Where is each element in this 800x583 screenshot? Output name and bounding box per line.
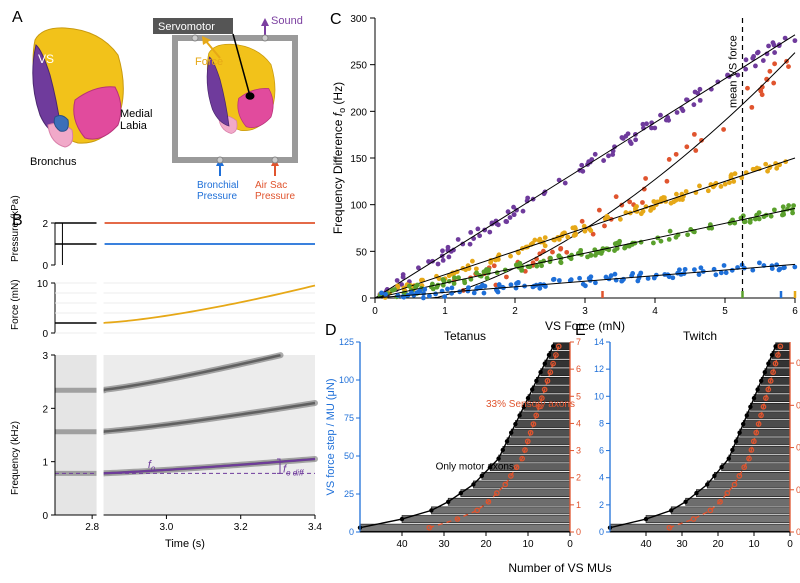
- svg-text:0: 0: [361, 294, 367, 305]
- svg-text:3: 3: [42, 351, 48, 362]
- medial-labia-label: MedialLabia: [120, 108, 152, 132]
- panel-c-label: C: [330, 11, 342, 28]
- svg-text:150: 150: [350, 154, 367, 165]
- svg-text:10: 10: [748, 539, 760, 550]
- svg-text:40: 40: [640, 539, 652, 550]
- svg-text:Force (mN): Force (mN): [10, 279, 21, 330]
- svg-text:2: 2: [42, 404, 48, 415]
- svg-text:6: 6: [576, 364, 581, 374]
- svg-text:2: 2: [512, 306, 518, 317]
- sound-label: Sound: [271, 15, 303, 27]
- airsac-label: Air SacPressure: [255, 180, 295, 202]
- panel-a: A VS MedialLabia Bronchus: [12, 9, 303, 202]
- force-label: Force: [195, 56, 223, 68]
- svg-text:0: 0: [576, 527, 581, 537]
- svg-text:14: 14: [594, 337, 604, 347]
- svg-text:0: 0: [42, 261, 48, 272]
- svg-text:20: 20: [480, 539, 492, 550]
- svg-text:300: 300: [350, 14, 367, 25]
- svg-text:33% Sensory axons: 33% Sensory axons: [486, 399, 575, 410]
- panel-d: D Tetanus4030201000255075100125012345673…: [325, 322, 581, 550]
- bronchus-label: Bronchus: [30, 156, 77, 168]
- svg-text:0.8: 0.8: [796, 358, 800, 368]
- svg-text:40: 40: [396, 539, 408, 550]
- svg-text:Tetanus: Tetanus: [444, 329, 486, 343]
- svg-text:25: 25: [344, 489, 354, 499]
- svg-text:30: 30: [438, 539, 450, 550]
- svg-text:0: 0: [42, 511, 48, 522]
- vs-label: VS: [38, 52, 54, 66]
- svg-text:75: 75: [344, 413, 354, 423]
- svg-text:mean VS force: mean VS force: [728, 35, 740, 108]
- svg-text:Frequency (kHz): Frequency (kHz): [10, 421, 21, 495]
- svg-text:0: 0: [349, 527, 354, 537]
- svg-text:20: 20: [712, 539, 724, 550]
- svg-text:2: 2: [599, 500, 604, 510]
- svg-text:50: 50: [356, 247, 368, 258]
- svg-text:6: 6: [599, 446, 604, 456]
- svg-text:0: 0: [42, 329, 48, 340]
- svg-text:Pressure (kPa): Pressure (kPa): [10, 195, 21, 262]
- svg-text:0: 0: [599, 527, 604, 537]
- svg-text:0.6: 0.6: [796, 400, 800, 410]
- svg-text:0: 0: [372, 306, 378, 317]
- bronchial-arrow: BronchialPressure: [197, 158, 239, 202]
- anatomy-left: VS MedialLabia Bronchus: [30, 28, 152, 168]
- bronchial-label: BronchialPressure: [197, 180, 239, 202]
- svg-text:0.2: 0.2: [796, 485, 800, 495]
- svg-text:2: 2: [576, 473, 581, 483]
- svg-text:1: 1: [42, 458, 48, 469]
- svg-text:2.8: 2.8: [85, 522, 99, 533]
- svg-text:12: 12: [594, 364, 604, 374]
- sound-arrow: Sound: [261, 15, 303, 38]
- svg-text:3: 3: [582, 306, 588, 317]
- svg-text:0: 0: [796, 527, 800, 537]
- svg-text:0: 0: [567, 539, 573, 550]
- svg-text:4: 4: [652, 306, 658, 317]
- svg-text:200: 200: [350, 107, 367, 118]
- svg-text:Time (s): Time (s): [165, 538, 205, 550]
- svg-text:5: 5: [722, 306, 728, 317]
- svg-text:100: 100: [350, 201, 367, 212]
- svg-text:Twitch: Twitch: [683, 329, 717, 343]
- svg-text:VS force step / MU (μN): VS force step / MU (μN): [325, 379, 337, 496]
- panel-e-label: E: [575, 322, 586, 339]
- svg-text:Number of VS MUs: Number of VS MUs: [508, 561, 611, 575]
- svg-text:3.0: 3.0: [159, 522, 173, 533]
- servomotor-label: Servomotor: [158, 21, 215, 33]
- svg-text:2: 2: [42, 219, 48, 230]
- svg-text:100: 100: [339, 375, 354, 385]
- svg-text:250: 250: [350, 61, 367, 72]
- svg-text:1: 1: [576, 500, 581, 510]
- svg-text:3.2: 3.2: [234, 522, 248, 533]
- panel-c: C 0 50 100 150 200 250 300 0 1 2 3 4 5 6 mean VS force…: [330, 11, 798, 333]
- svg-text:0: 0: [787, 539, 793, 550]
- svg-text:6: 6: [792, 306, 798, 317]
- panel-e: E Twitch4030201000246810121400.20.40.60.…: [575, 322, 800, 550]
- panel-b: B 02Pressure (kPa)010Force (mN)01232.83.…: [10, 195, 322, 550]
- svg-text:8: 8: [599, 418, 604, 428]
- svg-text:3.4: 3.4: [308, 522, 322, 533]
- svg-text:4: 4: [576, 418, 581, 428]
- svg-text:50: 50: [344, 451, 354, 461]
- svg-text:10: 10: [37, 279, 49, 290]
- anatomy-right: Servomotor Sound Force BronchialPressure: [153, 15, 303, 202]
- svg-text:125: 125: [339, 337, 354, 347]
- svg-text:4: 4: [599, 473, 604, 483]
- panel-d-label: D: [325, 322, 337, 339]
- svg-text:10: 10: [522, 539, 534, 550]
- svg-text:Frequency Difference fo (Hz): Frequency Difference fo (Hz): [331, 82, 347, 234]
- svg-text:5: 5: [576, 391, 581, 401]
- svg-text:Only motor axons: Only motor axons: [436, 462, 514, 473]
- svg-text:3: 3: [576, 446, 581, 456]
- panel-a-label: A: [12, 9, 23, 26]
- svg-text:10: 10: [594, 391, 604, 401]
- svg-text:1: 1: [442, 306, 448, 317]
- airsac-arrow: Air SacPressure: [255, 158, 295, 202]
- svg-text:30: 30: [676, 539, 688, 550]
- svg-text:0.4: 0.4: [796, 443, 800, 453]
